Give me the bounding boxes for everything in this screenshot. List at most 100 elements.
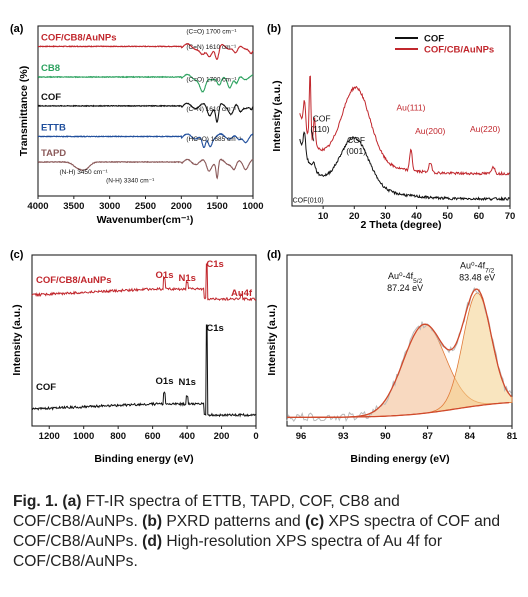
peak-label-c: O1s — [156, 270, 174, 281]
peak-label-c: C1s — [206, 323, 223, 334]
caption-a-tag: (a) — [62, 493, 82, 510]
peak-label-d: Au⁰-4f7/2 — [460, 261, 495, 275]
series-label-c: COF — [36, 382, 56, 393]
x-axis-label-b: 2 Theta (degree) — [360, 219, 441, 231]
annotation-a: (C=O) 1700 cm⁻¹ — [186, 29, 237, 36]
figure-caption: Fig. 1. (a) FT-IR spectra of ETTB, TAPD,… — [13, 492, 518, 572]
series-line-b-0 — [299, 131, 511, 202]
x-tick-label-b: 20 — [349, 211, 360, 222]
x-tick-label-c: 600 — [145, 431, 161, 442]
y-axis-label-a: Transmittance (%) — [18, 66, 30, 156]
series-group-b — [299, 75, 511, 202]
peak-label-c: O1s — [156, 376, 174, 387]
peak-label-b: COF — [347, 135, 365, 145]
caption-a-text: FT-IR spectra of ETTB, TAPD, COF, CB8 an… — [13, 493, 400, 530]
x-tick-label-c: 400 — [179, 431, 195, 442]
series-label-a: TAPD — [41, 148, 66, 159]
legend-label-b: COF — [424, 34, 444, 45]
x-tick-label-d: 96 — [296, 431, 307, 442]
peak-label-c: N1s — [179, 377, 196, 388]
peak-label-d: Au⁰-4f5/2 — [388, 271, 423, 285]
y-axis-label-b: Intensity (a.u.) — [271, 80, 283, 151]
x-axis-label-c: Binding energy (eV) — [94, 453, 193, 465]
caption-b-text: PXRD patterns and — [162, 513, 306, 530]
series-line-c-1 — [31, 324, 257, 418]
x-tick-label-c: 200 — [214, 431, 230, 442]
series-group-a — [37, 42, 254, 180]
series-label-a: ETTB — [41, 123, 66, 134]
x-tick-label-d: 90 — [380, 431, 391, 442]
x-tick-label-d: 84 — [465, 431, 476, 442]
panel-a: (a) Transmittance (%) Wavenumber(cm⁻¹) 4… — [10, 23, 264, 226]
series-line-a-2 — [37, 102, 254, 123]
peak-label-b: (001) — [346, 146, 366, 156]
annotations-a: (C=O) 1700 cm⁻¹ (C=N) 1610 cm⁻¹ (C=O) 1700… — [60, 29, 243, 185]
series-line-a-3 — [37, 132, 254, 149]
x-tick-label-b: 30 — [380, 211, 391, 222]
x-ticks-c: 1200 1000 800 600 400 200 0 — [39, 426, 259, 442]
series-line-c-0 — [31, 263, 256, 302]
caption-b-tag: (b) — [142, 513, 163, 530]
panel-label-b: (b) — [267, 23, 281, 35]
series-group-c — [31, 263, 257, 418]
series-line-a-0 — [38, 42, 254, 61]
x-tick-label-b: 70 — [505, 211, 516, 222]
x-tick-label-c: 800 — [110, 431, 126, 442]
plot-frame-d — [286, 254, 513, 427]
x-tick-label-c: 0 — [253, 431, 258, 442]
peak-label-b: Au(111) — [396, 103, 425, 113]
peak-labels-b: Au(111)Au(200) Au(220)COF(110)COF(001)COF… — [293, 103, 501, 205]
caption-d-tag: (d) — [142, 533, 163, 550]
panel-c: (c) Intensity (a.u.) Binding energy (eV)… — [10, 249, 259, 465]
x-tick-label-a: 4000 — [27, 201, 48, 212]
x-tick-label-b: 60 — [474, 211, 485, 222]
legend-label-b: COF/CB/AuNPs — [424, 45, 494, 56]
peak-label-name-d: Au⁰-4f — [460, 261, 486, 271]
x-tick-label-d: 87 — [422, 431, 433, 442]
x-ticks-b: 10 20 30 40 50 60 70 — [318, 206, 515, 222]
leader-line-b — [310, 130, 315, 142]
peak-label-sub-d: 5/2 — [413, 277, 422, 284]
x-tick-label-a: 2500 — [135, 201, 156, 212]
x-axis-label-d: Binding energy (eV) — [350, 453, 449, 465]
peak-label-c: N1s — [179, 273, 196, 284]
x-tick-label-b: 40 — [411, 211, 422, 222]
panel-b: (b) Intensity (a.u.) 2 Theta (degree) 10… — [267, 23, 515, 231]
annotation-a: (N-H) 3340 cm⁻¹ — [106, 177, 155, 184]
peak-label-c: Au4f — [231, 288, 253, 299]
annotation-a: (C=O) 1700 cm⁻¹ — [186, 76, 237, 83]
peak-value-d: 83.48 eV — [459, 273, 495, 283]
series-line-a-4 — [37, 158, 254, 180]
peak-label-name-d: Au⁰-4f — [388, 271, 414, 281]
series-label-c: COF/CB8/AuNPs — [36, 275, 111, 286]
x-tick-label-b: 10 — [318, 211, 329, 222]
x-tick-label-a: 3500 — [63, 201, 84, 212]
series-label-a: COF/CB8/AuNPs — [41, 32, 116, 43]
caption-fig: Fig. 1. — [13, 493, 59, 510]
caption-c-tag: (c) — [305, 513, 325, 530]
y-axis-label-c: Intensity (a.u.) — [11, 304, 23, 375]
x-tick-label-a: 3000 — [99, 201, 120, 212]
x-tick-label-a: 1000 — [242, 201, 263, 212]
x-tick-label-a: 2000 — [171, 201, 192, 212]
peak-label-b: COF(010) — [293, 197, 324, 204]
x-ticks-d: 96 93 90 87 84 81 — [296, 426, 518, 442]
peak-label-c: C1s — [206, 259, 223, 270]
caption-d-text: High-resolution XPS spectra of Au 4f for… — [13, 533, 443, 570]
y-axis-label-d: Intensity (a.u.) — [266, 304, 278, 375]
x-tick-label-c: 1000 — [73, 431, 94, 442]
series-label-a: CB8 — [41, 63, 60, 74]
plot-frame-b — [291, 25, 511, 207]
panel-d: (d) Intensity (a.u.) Binding energy (eV)… — [266, 249, 518, 465]
caption-c-text: XPS spectra of COF and COF/CB8/AuNPs. — [13, 513, 501, 550]
x-ticks-a: 4000 3500 3000 2500 2000 1500 1000 — [27, 196, 264, 212]
peak-label-b: COF — [313, 113, 331, 123]
peak-value-d: 87.24 eV — [387, 283, 423, 293]
annotation-a: (HC=O) 1685 cm⁻¹ — [186, 136, 242, 143]
figure: (a) Transmittance (%) Wavenumber(cm⁻¹) 4… — [10, 23, 518, 465]
series-line-a-1 — [37, 73, 254, 93]
annotation-a: (N-H) 3450 cm⁻¹ — [60, 169, 109, 176]
panel-label-a: (a) — [10, 23, 24, 35]
